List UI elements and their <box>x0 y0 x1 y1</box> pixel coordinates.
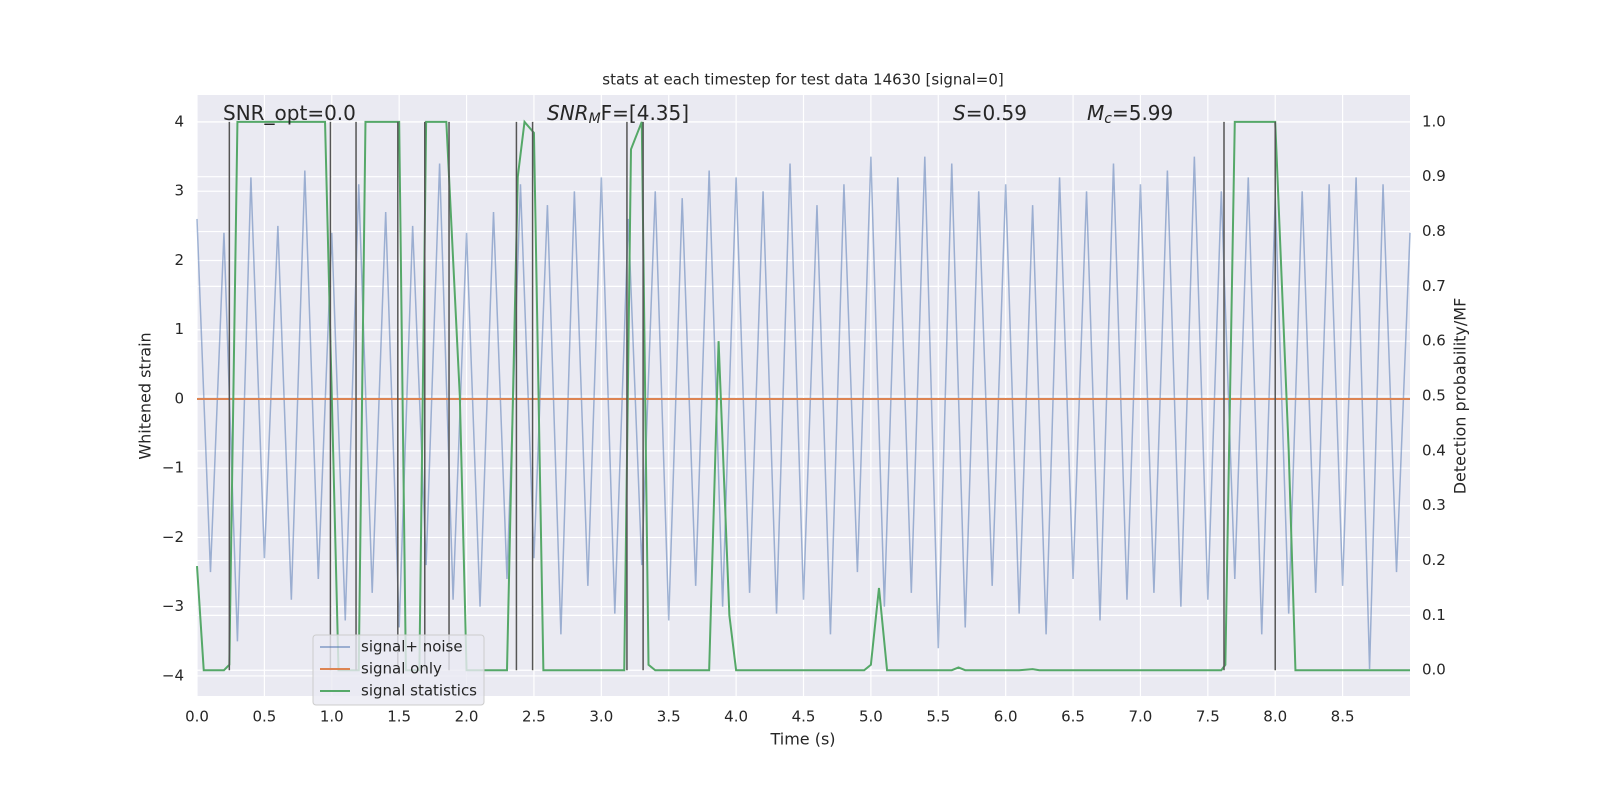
x-tick-label: 7.0 <box>1129 708 1153 726</box>
x-axis-label: Time (s) <box>769 730 835 749</box>
annotation-part: F=[4.35] <box>601 101 689 125</box>
chart-title: stats at each timestep for test data 146… <box>602 71 1003 89</box>
x-tick-label: 5.0 <box>859 708 883 726</box>
x-tick-label: 8.5 <box>1331 708 1355 726</box>
y-tick-label: 0 <box>174 389 184 407</box>
y-tick-label: 4 <box>174 113 184 131</box>
annotation-part: =0.59 <box>966 101 1027 125</box>
y2-tick-label: 0.7 <box>1422 277 1446 295</box>
x-tick-label: 7.5 <box>1196 708 1220 726</box>
annotation: SNR_opt=0.0 <box>223 101 356 125</box>
legend-label: signal statistics <box>361 682 477 700</box>
x-tick-label: 8.0 <box>1263 708 1287 726</box>
annotation-part: M <box>589 111 601 127</box>
y2-tick-label: 0.6 <box>1422 332 1446 350</box>
x-tick-label: 4.0 <box>724 708 748 726</box>
legend-label: signal only <box>361 660 442 678</box>
y2-tick-label: 0.1 <box>1422 606 1446 624</box>
x-tick-label: 2.0 <box>455 708 479 726</box>
y2-tick-label: 1.0 <box>1422 112 1446 130</box>
legend-box <box>312 634 485 706</box>
x-tick-label: 3.5 <box>657 708 681 726</box>
x-tick-label: 1.5 <box>387 708 411 726</box>
y2-tick-label: 0.5 <box>1422 387 1446 405</box>
y2-tick-label: 0.2 <box>1422 551 1446 569</box>
annotation-part: M <box>1087 101 1104 125</box>
x-tick-label: 4.5 <box>792 708 816 726</box>
x-tick-label: 1.0 <box>320 708 344 726</box>
x-tick-label: 6.5 <box>1061 708 1085 726</box>
annotation: S=0.59 <box>953 101 1027 125</box>
y-tick-label: −2 <box>162 528 184 546</box>
annotation-part: SNR_opt=0.0 <box>223 101 356 125</box>
annotation: Mc=5.99 <box>1087 101 1173 128</box>
x-tick-label: 2.5 <box>522 708 546 726</box>
legend-label: signal+ noise <box>361 638 463 656</box>
y-tick-label: −4 <box>162 666 184 684</box>
x-tick-label: 3.0 <box>589 708 613 726</box>
annotation-part: c <box>1104 111 1112 127</box>
y2-tick-label: 0.4 <box>1422 441 1446 459</box>
y2-tick-label: 0.0 <box>1422 661 1446 679</box>
x-tick-label: 5.5 <box>926 708 950 726</box>
y-tick-label: 2 <box>174 251 184 269</box>
y2-axis-label: Detection probability/MF <box>1451 298 1470 495</box>
y-tick-label: 1 <box>174 320 184 338</box>
y-axis-label: Whitened strain <box>136 332 155 459</box>
annotation-part: S <box>953 101 966 125</box>
y-tick-label: −3 <box>162 597 184 615</box>
x-tick-label: 6.0 <box>994 708 1018 726</box>
y2-tick-label: 0.8 <box>1422 222 1446 240</box>
series-line <box>196 156 1411 670</box>
x-tick-label: 0.5 <box>252 708 276 726</box>
x-tick-label: 0.0 <box>185 708 209 726</box>
y2-tick-label: 0.3 <box>1422 496 1446 514</box>
annotation: SNRMF=[4.35] <box>547 101 689 128</box>
y-tick-label: −1 <box>162 459 184 477</box>
y-tick-label: 3 <box>174 182 184 200</box>
y2-tick-label: 0.9 <box>1422 167 1446 185</box>
annotation-part: SNR <box>547 101 589 125</box>
annotation-part: =5.99 <box>1112 101 1173 125</box>
